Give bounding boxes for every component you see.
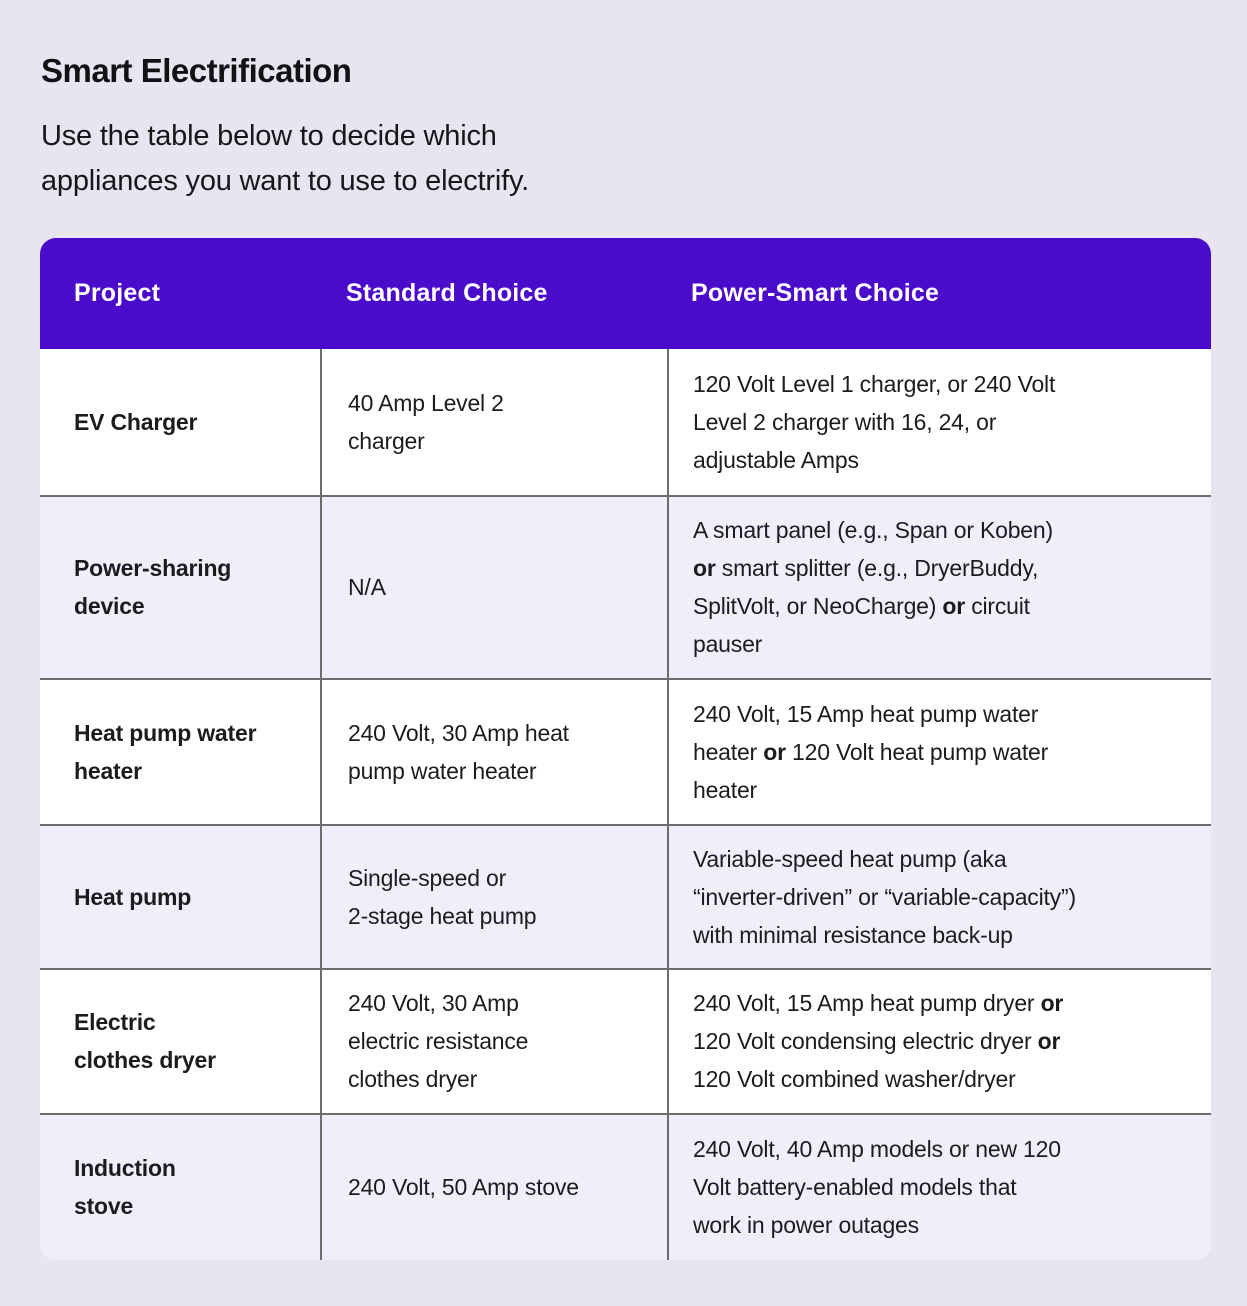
cell-text: 40 Amp Level 2 charger	[348, 384, 504, 460]
project-cell: Induction stove	[40, 1115, 320, 1260]
project-cell: Heat pump water heater	[40, 680, 320, 824]
power-smart-cell: Variable-speed heat pump (aka “inverter-…	[667, 825, 1211, 968]
cell-text: N/A	[348, 568, 386, 606]
header-power-smart-choice: Power-Smart Choice	[691, 278, 940, 307]
text-segment: 120 Volt heat pump water heater	[693, 738, 1049, 803]
table-header-row: Project Standard Choice Power-Smart Choi…	[40, 237, 1211, 349]
text-segment: Variable-speed heat pump (aka “inverter-…	[693, 845, 1076, 948]
text-segment: 240 Volt, 30 Amp heat pump water heater	[348, 719, 569, 784]
cell-text: 120 Volt Level 1 charger, or 240 Volt Le…	[693, 365, 1055, 479]
cell-text: 240 Volt, 15 Amp heat pump dryer or 120 …	[693, 984, 1063, 1098]
power-smart-cell: 240 Volt, 40 Amp models or new 120 Volt …	[667, 1114, 1211, 1260]
text-segment: 40 Amp Level 2 charger	[348, 389, 504, 454]
text-segment: 240 Volt, 15 Amp heat pump dryer	[693, 990, 1041, 1017]
cell-text: 240 Volt, 50 Amp stove	[348, 1168, 579, 1206]
project-cell: EV Charger	[40, 349, 320, 495]
text-segment: 120 Volt Level 1 charger, or 240 Volt Le…	[693, 370, 1056, 473]
cell-text: EV Charger	[74, 403, 197, 441]
text-segment: Induction stove	[74, 1155, 176, 1220]
header-standard-choice: Standard Choice	[346, 278, 548, 307]
cell-text: Single-speed or 2-stage heat pump	[348, 859, 537, 935]
page-subtitle: Use the table below to decide which appl…	[41, 119, 529, 197]
standard-choice-cell: 240 Volt, 30 Amp heat pump water heater	[320, 679, 667, 824]
text-segment: A smart panel (e.g., Span or Koben)	[693, 517, 1053, 544]
power-smart-cell: 240 Volt, 15 Amp heat pump dryer or 120 …	[667, 969, 1211, 1113]
text-segment: Heat pump	[74, 883, 192, 910]
intro-section: Smart Electrification Use the table belo…	[0, 0, 1247, 204]
electrification-table: Project Standard Choice Power-Smart Choi…	[40, 237, 1211, 1260]
header-project: Project	[74, 278, 161, 307]
text-segment: circuit pauser	[693, 593, 1030, 658]
cell-text: Electric clothes dryer	[74, 1003, 216, 1079]
text-segment: EV Charger	[74, 408, 198, 435]
power-smart-cell: 120 Volt Level 1 charger, or 240 Volt Le…	[667, 348, 1211, 495]
text-segment: or	[693, 555, 716, 582]
cell-text: Variable-speed heat pump (aka “inverter-…	[693, 840, 1076, 954]
power-smart-cell: 240 Volt, 15 Amp heat pump water heater …	[667, 679, 1211, 824]
text-segment: Heat pump water heater	[74, 719, 257, 784]
cell-text: Heat pump	[74, 878, 191, 916]
text-segment: or	[942, 593, 966, 620]
text-segment: Power-sharing device	[74, 555, 232, 620]
table-body: EV Charger 40 Amp Level 2 charger 120 Volt…	[40, 348, 1211, 1260]
project-cell: Heat pump	[40, 826, 320, 968]
standard-choice-cell: 40 Amp Level 2 charger	[320, 348, 667, 495]
text-segment: Electric clothes dryer	[74, 1009, 216, 1074]
cell-text: Power-sharing device	[74, 549, 231, 625]
project-cell: Power-sharing device	[40, 497, 320, 678]
text-segment: or	[1037, 1028, 1061, 1055]
standard-choice-cell: 240 Volt, 30 Amp electric resistance clo…	[320, 969, 667, 1113]
table-row: Heat pump water heater 240 Volt, 30 Amp h…	[40, 677, 1211, 824]
text-segment: 120 Volt combined washer/dryer	[693, 1066, 1016, 1093]
table-row: Electric clothes dryer 240 Volt, 30 Amp e…	[40, 967, 1211, 1113]
cell-text: A smart panel (e.g., Span or Koben) or s…	[693, 511, 1053, 663]
text-segment: 240 Volt, 15 Amp heat pump water heater	[693, 700, 1039, 765]
text-segment: 240 Volt, 50 Amp stove	[348, 1174, 579, 1201]
power-smart-cell: A smart panel (e.g., Span or Koben) or s…	[667, 496, 1211, 678]
text-segment: or	[1040, 990, 1064, 1017]
standard-choice-cell: 240 Volt, 50 Amp stove	[320, 1114, 667, 1260]
cell-text: 240 Volt, 40 Amp models or new 120 Volt …	[693, 1130, 1061, 1244]
table-row: Induction stove 240 Volt, 50 Amp stove 240…	[40, 1112, 1211, 1260]
cell-text: Induction stove	[74, 1149, 176, 1225]
cell-text: 240 Volt, 30 Amp heat pump water heater	[348, 714, 569, 790]
table-row: EV Charger 40 Amp Level 2 charger 120 Volt…	[40, 348, 1211, 495]
table-row: Power-sharing device N/A A smart panel (e.…	[40, 494, 1211, 678]
text-segment: 240 Volt, 40 Amp models or new 120 Volt …	[693, 1136, 1061, 1239]
cell-text: 240 Volt, 15 Amp heat pump water heater …	[693, 695, 1048, 809]
table-row: Heat pump Single-speed or 2-stage heat pu…	[40, 823, 1211, 968]
project-cell: Electric clothes dryer	[40, 970, 320, 1113]
page-title: Smart Electrification	[41, 52, 352, 89]
text-segment: N/A	[348, 574, 386, 601]
standard-choice-cell: N/A	[320, 496, 667, 678]
cell-text: Heat pump water heater	[74, 714, 257, 790]
text-segment: Single-speed or 2-stage heat pump	[348, 864, 537, 929]
text-segment: 120 Volt condensing electric dryer	[693, 1028, 1032, 1055]
cell-text: 240 Volt, 30 Amp electric resistance clo…	[348, 984, 528, 1098]
text-segment: 240 Volt, 30 Amp electric resistance clo…	[348, 990, 529, 1093]
standard-choice-cell: Single-speed or 2-stage heat pump	[320, 825, 667, 968]
text-segment: or	[763, 738, 786, 765]
text-segment: smart splitter (e.g., DryerBuddy, SplitV…	[693, 555, 1039, 620]
